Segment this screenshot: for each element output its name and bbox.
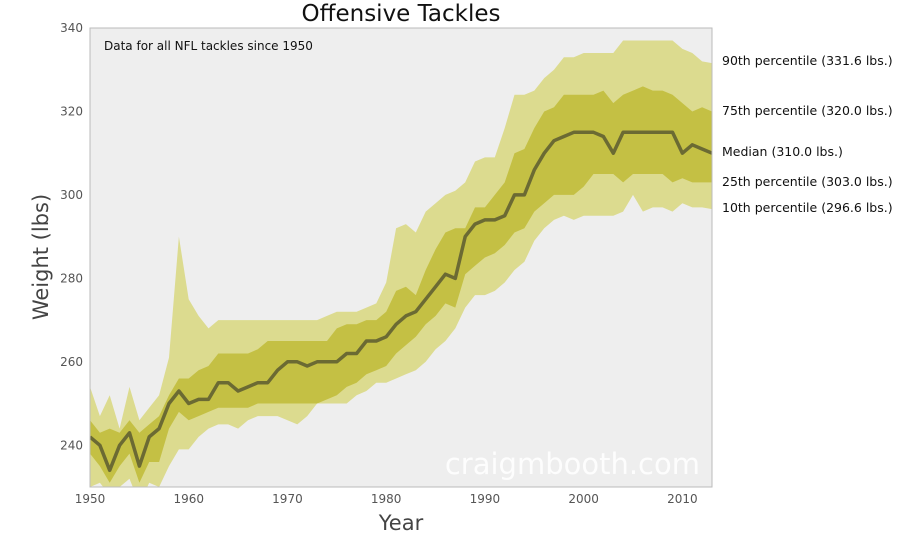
x-tick-label: 1990 bbox=[470, 492, 501, 506]
band-25-75 bbox=[90, 86, 712, 483]
x-tick-label: 1960 bbox=[173, 492, 204, 506]
y-tick-label: 260 bbox=[60, 355, 83, 369]
series-label: 10th percentile (296.6 lbs.) bbox=[722, 200, 893, 215]
x-axis-label: Year bbox=[378, 511, 424, 535]
y-tick-label: 340 bbox=[60, 21, 83, 35]
x-tick-label: 1970 bbox=[272, 492, 303, 506]
plot-frame bbox=[89, 27, 713, 488]
chart-title: Offensive Tackles bbox=[302, 1, 501, 27]
series-label: 90th percentile (331.6 lbs.) bbox=[722, 53, 893, 68]
series-label: 75th percentile (320.0 lbs.) bbox=[722, 103, 893, 118]
x-tick-label: 1980 bbox=[371, 492, 402, 506]
x-tick-label: 2010 bbox=[667, 492, 698, 506]
median-line bbox=[90, 130, 712, 473]
series-label: 25th percentile (303.0 lbs.) bbox=[722, 174, 893, 189]
y-tick-label: 320 bbox=[60, 104, 83, 118]
series-label: Median (310.0 lbs.) bbox=[722, 144, 843, 159]
y-tick-label: 240 bbox=[60, 438, 83, 452]
y-tick-label: 300 bbox=[60, 188, 83, 202]
data-annotation: Data for all NFL tackles since 1950 bbox=[104, 39, 313, 53]
y-axis-label: Weight (lbs) bbox=[29, 194, 53, 320]
y-tick-label: 280 bbox=[60, 271, 83, 285]
x-tick-label: 2000 bbox=[568, 492, 599, 506]
x-tick-label: 1950 bbox=[75, 492, 106, 506]
watermark: craigmbooth.com bbox=[445, 447, 700, 481]
